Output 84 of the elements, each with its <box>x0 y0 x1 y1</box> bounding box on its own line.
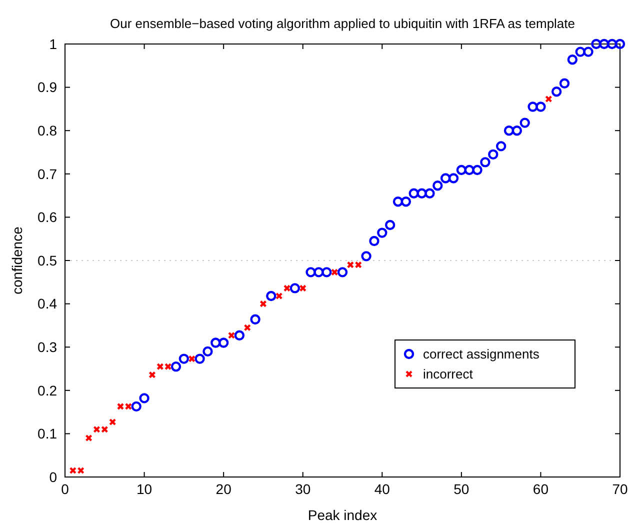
x-tick-label: 0 <box>61 481 70 497</box>
y-tick-label: 0.4 <box>38 296 58 312</box>
point <box>559 78 570 89</box>
x-axis-title: Peak index <box>308 507 378 523</box>
point <box>250 314 260 324</box>
x-tick-label: 70 <box>612 481 628 497</box>
point <box>330 268 338 276</box>
point <box>480 157 490 168</box>
x-tick-label: 50 <box>454 481 470 497</box>
x-tick-label: 20 <box>216 481 232 497</box>
point <box>424 188 435 198</box>
point <box>520 118 530 128</box>
y-tick-label: 0.7 <box>38 166 58 182</box>
y-tick-label: 0.5 <box>38 252 58 268</box>
point <box>194 354 205 364</box>
point <box>591 38 602 50</box>
point <box>392 196 404 207</box>
point <box>178 354 190 364</box>
x-tick-label: 30 <box>295 481 311 497</box>
point <box>472 164 482 176</box>
point <box>170 361 182 372</box>
point <box>448 173 459 184</box>
x-tick-label: 60 <box>532 481 549 497</box>
point <box>536 102 546 112</box>
point <box>496 141 506 152</box>
point <box>260 300 267 308</box>
point <box>85 434 92 442</box>
point <box>283 284 291 292</box>
point <box>218 338 229 348</box>
point <box>299 284 306 292</box>
legend-label: correct assignments <box>423 346 540 362</box>
point <box>416 188 427 198</box>
y-axis-title: confidence <box>9 226 25 294</box>
point <box>210 338 221 348</box>
point <box>512 126 522 136</box>
point <box>614 38 626 50</box>
point <box>234 330 245 341</box>
point <box>440 173 451 184</box>
point <box>266 290 276 302</box>
point <box>384 220 396 230</box>
point <box>361 251 372 262</box>
point <box>369 236 380 246</box>
point <box>306 267 316 278</box>
y-tick-label: 1 <box>49 36 58 52</box>
y-tick-label: 0 <box>49 468 58 485</box>
point <box>408 188 419 198</box>
point <box>599 38 610 50</box>
y-tick-label: 0.6 <box>38 209 58 226</box>
point <box>148 371 156 378</box>
point <box>314 267 324 278</box>
point <box>488 149 498 160</box>
point <box>432 180 443 191</box>
point <box>567 54 578 65</box>
point <box>139 393 150 404</box>
point <box>575 46 586 57</box>
point <box>504 126 514 136</box>
point <box>377 228 388 238</box>
point <box>202 346 213 357</box>
point <box>456 164 467 176</box>
point <box>583 46 594 57</box>
x-tick-label: 40 <box>374 481 390 497</box>
point <box>188 355 196 362</box>
point <box>545 95 552 103</box>
point <box>464 164 474 176</box>
point <box>528 102 538 112</box>
point <box>337 267 348 278</box>
x-tick-label: 10 <box>136 481 152 497</box>
point <box>322 267 332 278</box>
y-tick-label: 0.1 <box>38 426 58 442</box>
point <box>551 86 562 97</box>
legend-label: incorrect <box>423 366 474 382</box>
chart-title: Our ensemble−based voting algorithm applied to ubiquitin with 1RFA as template <box>110 16 576 31</box>
point <box>108 418 116 426</box>
y-tick-label: 0.8 <box>38 122 58 138</box>
point <box>290 283 300 294</box>
point <box>131 401 142 412</box>
y-tick-label: 0.3 <box>38 339 58 355</box>
point <box>606 38 618 50</box>
y-tick-label: 0.9 <box>38 79 58 96</box>
y-tick-label: 0.2 <box>38 382 58 398</box>
point <box>400 196 412 207</box>
point <box>275 292 283 300</box>
point <box>244 324 251 332</box>
point <box>228 332 236 340</box>
